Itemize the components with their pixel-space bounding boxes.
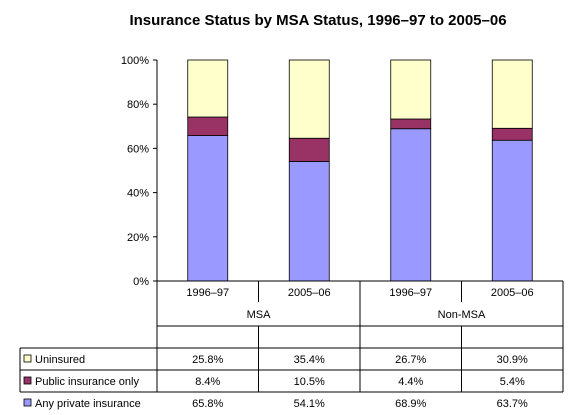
data-label: 26.7% <box>395 354 426 366</box>
bar-any-private-insurance-3 <box>390 128 432 282</box>
legend-label: Any private insurance <box>35 398 141 410</box>
data-label: 8.4% <box>195 376 220 388</box>
data-label: 30.9% <box>497 354 528 366</box>
group-label: MSA <box>247 309 272 321</box>
bar-uninsured-4 <box>491 59 533 129</box>
y-tick-label: 80% <box>127 99 149 111</box>
data-label: 10.5% <box>294 376 325 388</box>
y-tick-label: 40% <box>127 188 149 200</box>
data-label: 25.8% <box>192 354 223 366</box>
bar-public-insurance-only-4 <box>491 127 533 141</box>
chart-title: Insurance Status by MSA Status, 1996–97 … <box>129 12 506 29</box>
x-tick-label: 2005–06 <box>288 287 331 299</box>
bars <box>187 59 533 282</box>
legend-swatch <box>23 398 32 407</box>
data-table: 1996–97 2005–06 1996–97 2005–06 MSA Non-MSA Un… <box>19 280 564 410</box>
bar-any-private-insurance-2 <box>288 161 330 282</box>
bar-any-private-insurance-4 <box>491 139 533 282</box>
y-tick-label: 60% <box>127 143 149 155</box>
y-tick-label: 0% <box>133 276 149 288</box>
bar-public-insurance-only-2 <box>288 137 330 162</box>
group-label: Non-MSA <box>438 309 486 321</box>
data-label: 63.7% <box>497 398 528 410</box>
bar-any-private-insurance-1 <box>187 135 229 282</box>
y-tick-label: 100% <box>121 55 149 67</box>
bar-uninsured-3 <box>390 59 432 120</box>
legend-label: Public insurance only <box>35 376 139 388</box>
bar-uninsured-2 <box>288 59 330 139</box>
bar-public-insurance-only-1 <box>187 116 229 136</box>
data-label: 5.4% <box>500 376 525 388</box>
legend-label: Uninsured <box>35 354 85 366</box>
axes: 0% 20% 40% 60% 80% 100% <box>121 55 158 288</box>
y-tick-label: 20% <box>127 232 149 244</box>
bar-uninsured-1 <box>187 59 229 118</box>
legend-swatch <box>23 376 32 385</box>
data-label: 35.4% <box>294 354 325 366</box>
x-tick-label: 1996–97 <box>186 287 229 299</box>
data-label: 4.4% <box>398 376 423 388</box>
x-tick-label: 1996–97 <box>389 287 432 299</box>
data-label: 68.9% <box>395 398 426 410</box>
x-tick-label: 2005–06 <box>491 287 534 299</box>
bar-public-insurance-only-3 <box>390 118 432 130</box>
data-label: 65.8% <box>192 398 223 410</box>
data-label: 54.1% <box>294 398 325 410</box>
legend-swatch <box>23 354 32 363</box>
